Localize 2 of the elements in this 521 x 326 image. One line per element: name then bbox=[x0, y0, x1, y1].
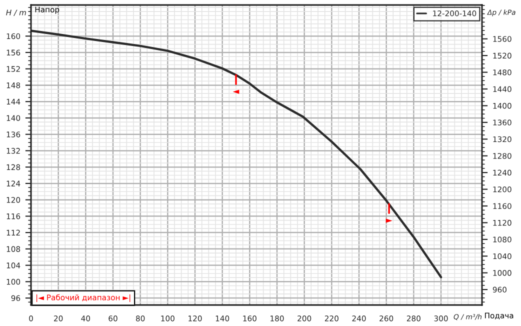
annotation: ► bbox=[386, 218, 392, 223]
annotation: ◄ bbox=[232, 90, 240, 94]
